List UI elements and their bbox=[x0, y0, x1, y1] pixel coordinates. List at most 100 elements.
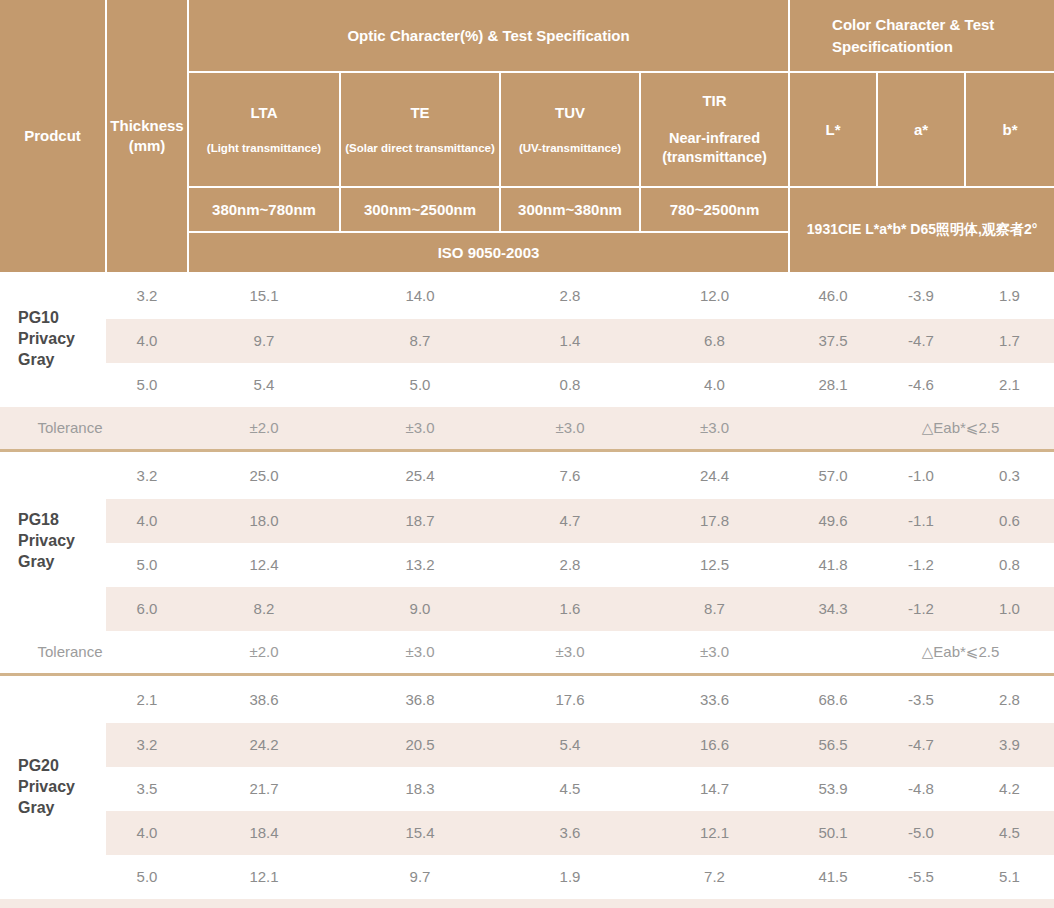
glass-spec-sheet: Prodcut Thickness (mm) Optic Character(%… bbox=[0, 0, 1054, 908]
tolerance-color-value: △Eab*⩽2.5 bbox=[789, 631, 1054, 673]
a-value: -1.0 bbox=[877, 452, 965, 499]
tuv-value: 0.8 bbox=[500, 363, 640, 407]
table-row: 5.012.413.22.812.541.8-1.20.8 bbox=[0, 543, 1054, 587]
lta-value: 25.0 bbox=[188, 452, 340, 499]
lta-value: 15.1 bbox=[188, 272, 340, 319]
tolerance-te-value: ±3.0 bbox=[340, 407, 500, 449]
l-value: 37.5 bbox=[789, 319, 877, 363]
table-row: 4.018.415.43.612.150.1-5.04.5 bbox=[0, 811, 1054, 855]
te-subtitle: (Solar direct transmittance) bbox=[341, 141, 499, 156]
te-value: 5.0 bbox=[340, 363, 500, 407]
column-header-te: TE (Solar direct transmittance) bbox=[340, 72, 500, 187]
optic-test-standard: ISO 9050-2003 bbox=[188, 232, 789, 272]
table-row: PG20 Privacy Gray2.138.636.817.633.668.6… bbox=[0, 676, 1054, 723]
b-value: 3.9 bbox=[965, 723, 1054, 767]
l-value: 34.3 bbox=[789, 587, 877, 631]
a-value: -4.7 bbox=[877, 723, 965, 767]
thickness-value: 2.1 bbox=[106, 676, 188, 723]
l-value: 56.5 bbox=[789, 723, 877, 767]
tolerance-color-value: △Eab*⩽2.5 bbox=[789, 899, 1054, 908]
te-name: TE bbox=[341, 103, 499, 123]
thickness-value: 6.0 bbox=[106, 587, 188, 631]
te-value: 36.8 bbox=[340, 676, 500, 723]
group-header-color: Color Character & Test Specificationtion bbox=[789, 0, 1054, 72]
tuv-value: 5.4 bbox=[500, 723, 640, 767]
lta-value: 12.4 bbox=[188, 543, 340, 587]
column-header-lstar: L* bbox=[789, 72, 877, 187]
lta-name: LTA bbox=[189, 103, 339, 123]
tir-value: 16.6 bbox=[640, 723, 789, 767]
wavelength-range-tuv: 300nm~380nm bbox=[500, 187, 640, 232]
te-value: 8.7 bbox=[340, 319, 500, 363]
tolerance-row: Tolerance±2.0±3.0±3.0±3.0△Eab*⩽2.5 bbox=[0, 631, 1054, 673]
tolerance-row: Tolerance±2.0±3.0±3.0±3.0△Eab*⩽2.5 bbox=[0, 899, 1054, 908]
group-header-optic: Optic Character(%) & Test Specification bbox=[188, 0, 789, 72]
tolerance-tir-value: ±3.0 bbox=[640, 899, 789, 908]
table-row: 5.012.19.71.97.241.5-5.55.1 bbox=[0, 855, 1054, 899]
column-header-product: Prodcut bbox=[0, 0, 106, 272]
thickness-value: 5.0 bbox=[106, 855, 188, 899]
l-value: 50.1 bbox=[789, 811, 877, 855]
b-value: 4.2 bbox=[965, 767, 1054, 811]
tir-value: 33.6 bbox=[640, 676, 789, 723]
te-value: 14.0 bbox=[340, 272, 500, 319]
thickness-value: 3.2 bbox=[106, 452, 188, 499]
b-value: 0.3 bbox=[965, 452, 1054, 499]
lta-subtitle: (Light transmittance) bbox=[189, 141, 339, 156]
thickness-value: 4.0 bbox=[106, 499, 188, 543]
tolerance-lta-value: ±2.0 bbox=[188, 407, 340, 449]
a-value: -5.0 bbox=[877, 811, 965, 855]
lta-value: 9.7 bbox=[188, 319, 340, 363]
lta-value: 21.7 bbox=[188, 767, 340, 811]
a-value: -3.5 bbox=[877, 676, 965, 723]
tolerance-tir-value: ±3.0 bbox=[640, 407, 789, 449]
tir-name: TIR bbox=[641, 91, 788, 111]
tir-value: 14.7 bbox=[640, 767, 789, 811]
tolerance-color-value: △Eab*⩽2.5 bbox=[789, 407, 1054, 449]
b-value: 0.6 bbox=[965, 499, 1054, 543]
tolerance-row: Tolerance±2.0±3.0±3.0±3.0△Eab*⩽2.5 bbox=[0, 407, 1054, 449]
column-header-lta: LTA (Light transmittance) bbox=[188, 72, 340, 187]
b-value: 1.9 bbox=[965, 272, 1054, 319]
l-value: 57.0 bbox=[789, 452, 877, 499]
table-header: Prodcut Thickness (mm) Optic Character(%… bbox=[0, 0, 1054, 272]
column-header-astar: a* bbox=[877, 72, 965, 187]
tolerance-tir-value: ±3.0 bbox=[640, 631, 789, 673]
table-row: 5.05.45.00.84.028.1-4.62.1 bbox=[0, 363, 1054, 407]
lta-value: 38.6 bbox=[188, 676, 340, 723]
table-row: 3.224.220.55.416.656.5-4.73.9 bbox=[0, 723, 1054, 767]
tuv-value: 2.8 bbox=[500, 272, 640, 319]
column-header-thickness: Thickness (mm) bbox=[106, 0, 188, 272]
a-value: -1.2 bbox=[877, 587, 965, 631]
b-value: 2.1 bbox=[965, 363, 1054, 407]
a-value: -4.7 bbox=[877, 319, 965, 363]
tuv-value: 3.6 bbox=[500, 811, 640, 855]
tuv-value: 1.4 bbox=[500, 319, 640, 363]
tolerance-label: Tolerance bbox=[0, 899, 188, 908]
tolerance-te-value: ±3.0 bbox=[340, 631, 500, 673]
thickness-value: 5.0 bbox=[106, 363, 188, 407]
a-value: -1.2 bbox=[877, 543, 965, 587]
tir-value: 8.7 bbox=[640, 587, 789, 631]
lta-value: 12.1 bbox=[188, 855, 340, 899]
a-value: -1.1 bbox=[877, 499, 965, 543]
table-row: PG10 Privacy Gray3.215.114.02.812.046.0-… bbox=[0, 272, 1054, 319]
tir-value: 12.1 bbox=[640, 811, 789, 855]
tuv-name: TUV bbox=[501, 103, 639, 123]
thickness-value: 3.2 bbox=[106, 272, 188, 319]
l-value: 53.9 bbox=[789, 767, 877, 811]
tir-value: 4.0 bbox=[640, 363, 789, 407]
tuv-value: 4.5 bbox=[500, 767, 640, 811]
table-row: 4.09.78.71.46.837.5-4.71.7 bbox=[0, 319, 1054, 363]
tolerance-tuv-value: ±3.0 bbox=[500, 631, 640, 673]
te-value: 18.7 bbox=[340, 499, 500, 543]
b-value: 1.7 bbox=[965, 319, 1054, 363]
l-value: 68.6 bbox=[789, 676, 877, 723]
wavelength-range-lta: 380nm~780nm bbox=[188, 187, 340, 232]
tolerance-tuv-value: ±3.0 bbox=[500, 899, 640, 908]
tir-value: 12.5 bbox=[640, 543, 789, 587]
a-value: -4.6 bbox=[877, 363, 965, 407]
tuv-value: 1.9 bbox=[500, 855, 640, 899]
wavelength-range-tir: 780~2500nm bbox=[640, 187, 789, 232]
tuv-value: 17.6 bbox=[500, 676, 640, 723]
